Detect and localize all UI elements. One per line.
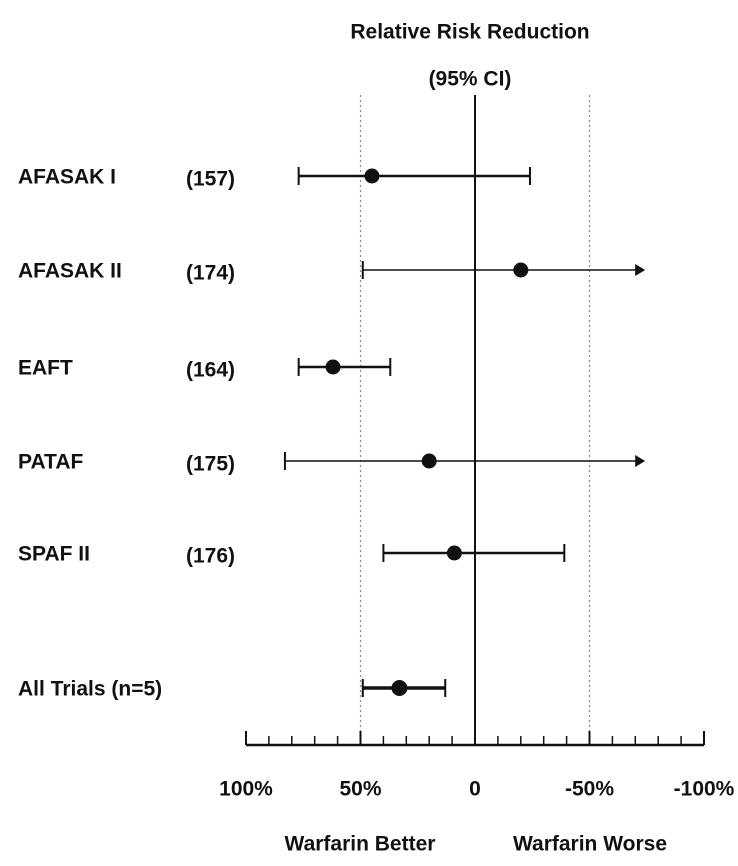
study-name: All Trials (n=5) (18, 678, 162, 701)
point-estimate (325, 359, 341, 375)
left-label: Warfarin Better (285, 833, 436, 856)
study-reference: (174) (186, 262, 235, 285)
ci-high-arrow (635, 264, 646, 276)
point-estimate (446, 545, 462, 561)
point-estimate (513, 262, 529, 278)
study-name: PATAF (18, 451, 83, 474)
point-estimate (364, 168, 380, 184)
study-name: SPAF II (18, 543, 90, 566)
x-tick-label: -50% (565, 778, 614, 801)
x-tick-label: 0 (469, 778, 481, 801)
study-reference: (164) (186, 359, 235, 382)
study-reference: (157) (186, 168, 235, 191)
point-estimate (391, 680, 408, 696)
chart-subtitle: (95% CI) (429, 68, 512, 91)
study-name: AFASAK I (18, 166, 116, 189)
x-tick-label: 100% (219, 778, 273, 801)
ci-high-arrow (635, 455, 646, 467)
study-reference: (176) (186, 545, 235, 568)
study-reference: (175) (186, 453, 235, 476)
chart-title: Relative Risk Reduction (350, 21, 589, 44)
x-tick-label: 50% (339, 778, 381, 801)
study-name: EAFT (18, 357, 73, 380)
point-estimate (421, 453, 437, 469)
study-name: AFASAK II (18, 260, 122, 283)
x-tick-label: -100% (674, 778, 735, 801)
right-label: Warfarin Worse (513, 833, 667, 856)
